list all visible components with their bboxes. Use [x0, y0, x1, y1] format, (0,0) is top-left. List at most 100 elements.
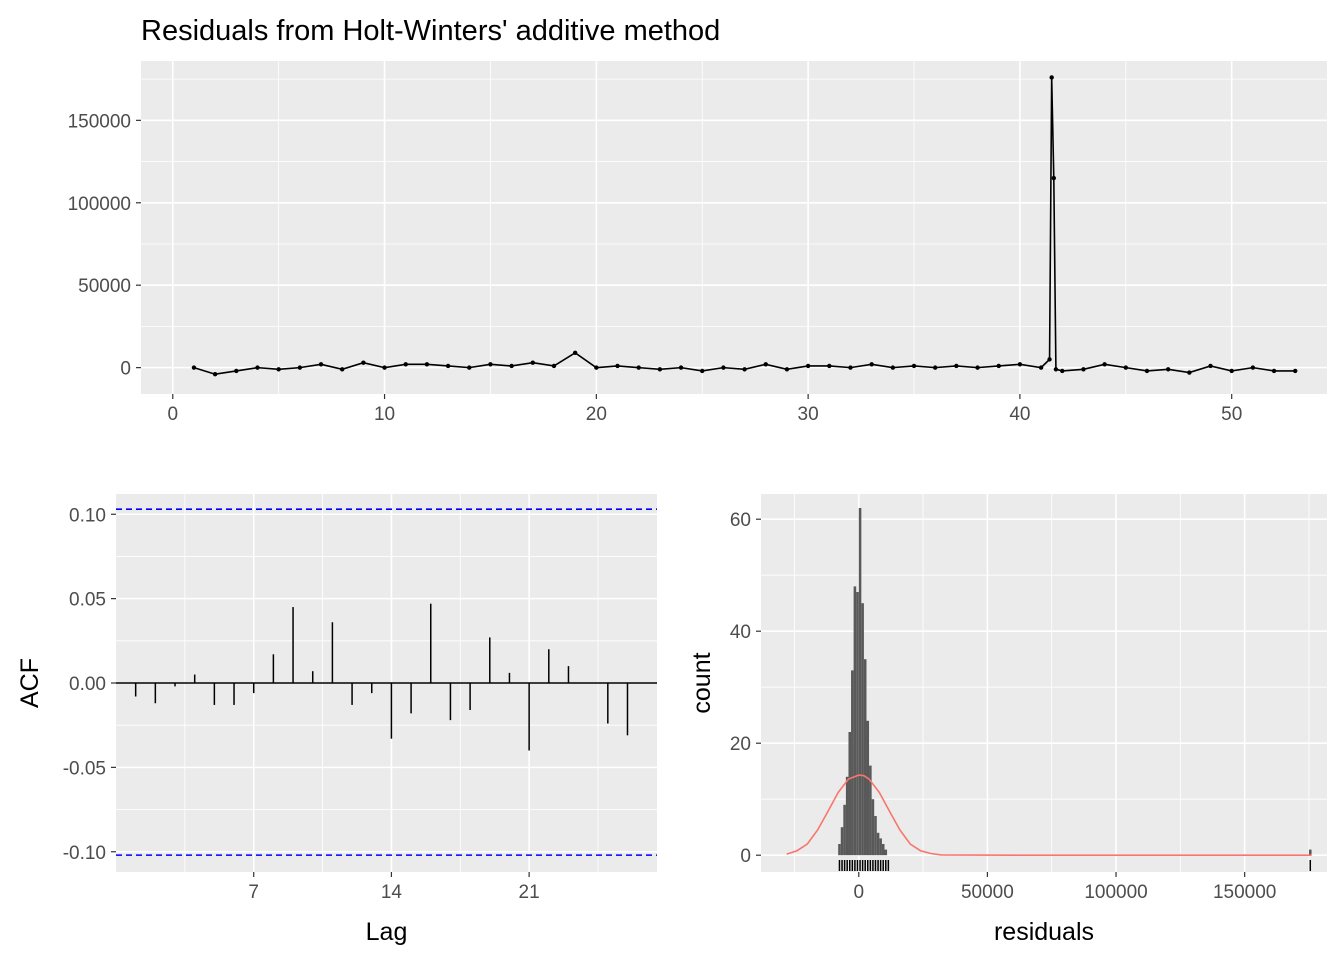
residual-point: [509, 363, 514, 369]
histogram-bar: [871, 799, 875, 856]
histogram-bar: [863, 659, 867, 856]
residual-point: [742, 367, 747, 372]
residual-point: [932, 365, 938, 370]
x-tick-label: 21: [519, 882, 540, 903]
histogram-bar: [879, 838, 882, 856]
y-tick-label: 20: [730, 734, 751, 755]
residual-point: [848, 365, 853, 370]
residual-point: [1038, 365, 1044, 370]
histogram-bar: [851, 670, 854, 856]
residual-point: [488, 362, 493, 367]
acf-x-label: Lag: [366, 918, 408, 946]
x-tick-label: 30: [798, 404, 819, 425]
residual-point: [212, 372, 218, 377]
panel-residuals: [141, 61, 1327, 394]
histogram-bar: [840, 827, 844, 856]
residual-point: [721, 365, 726, 370]
residual-point: [1293, 368, 1298, 374]
y-tick-label: 0.00: [69, 674, 106, 695]
residual-point: [530, 360, 536, 365]
residual-point: [1123, 365, 1129, 370]
y-tick-label: 0.10: [69, 505, 106, 526]
residual-point: [551, 363, 557, 369]
y-tick-label: 50000: [78, 276, 131, 297]
x-tick-label: 150000: [1213, 882, 1276, 903]
y-tick-label: 150000: [68, 111, 131, 132]
y-tick-label: 0: [740, 846, 751, 867]
residual-point: [255, 365, 260, 370]
residual-point: [784, 367, 790, 372]
histogram-x-label: residuals: [994, 918, 1094, 946]
residual-point: [445, 363, 451, 369]
x-tick-label: 50: [1221, 404, 1242, 425]
residual-point: [297, 365, 303, 370]
x-tick-label: 14: [381, 882, 403, 903]
y-tick-label: 0.05: [69, 590, 106, 611]
x-tick-label: 40: [1009, 404, 1030, 425]
histogram-bar: [1308, 849, 1312, 856]
residual-point: [911, 363, 917, 369]
x-tick-label: 0: [167, 404, 178, 425]
residual-point: [1047, 357, 1052, 362]
residual-point: [890, 365, 896, 370]
residual-point: [1060, 368, 1065, 374]
residual-point: [276, 367, 281, 372]
residual-point: [1144, 368, 1150, 374]
histogram-bar: [858, 508, 862, 856]
normal-density-curve: [786, 774, 1312, 857]
histogram-bar: [881, 844, 885, 856]
residual-point: [1165, 367, 1171, 372]
residual-point: [975, 365, 980, 370]
residual-point: [1208, 363, 1213, 369]
residual-point: [700, 368, 705, 374]
acf-y-label: ACF: [16, 658, 44, 708]
x-tick-label: 100000: [1084, 882, 1147, 903]
x-tick-label: 10: [374, 404, 395, 425]
residual-point: [572, 350, 578, 355]
histogram-bar: [845, 776, 849, 856]
histogram-bar: [838, 844, 841, 856]
residual-point: [403, 362, 408, 367]
residual-point: [1102, 362, 1107, 367]
histogram-y-label: count: [688, 652, 716, 713]
y-tick-label: -0.05: [63, 758, 106, 779]
residual-point: [1051, 175, 1056, 181]
residual-point: [657, 367, 663, 372]
residual-point: [1250, 365, 1256, 370]
histogram-bar: [843, 804, 846, 856]
residual-point: [339, 367, 345, 372]
x-tick-label: 20: [586, 404, 607, 425]
residual-point: [467, 365, 472, 370]
residual-point: [615, 363, 620, 369]
residual-point: [1229, 368, 1234, 374]
residual-point: [234, 368, 239, 374]
residual-point: [636, 365, 641, 370]
residual-point: [594, 365, 599, 370]
x-tick-label: 0: [853, 882, 864, 903]
chart-title: Residuals from Holt-Winters' additive me…: [141, 15, 720, 47]
histogram-bar: [876, 832, 880, 856]
residual-point: [763, 362, 768, 367]
histogram-bar: [866, 720, 870, 856]
histogram-bar: [874, 816, 877, 856]
residual-point: [191, 365, 197, 370]
histogram-bar: [884, 849, 888, 856]
y-tick-label: 40: [730, 622, 751, 643]
residual-point: [318, 362, 324, 367]
x-tick-label: 7: [248, 882, 259, 903]
y-tick-label: -0.10: [63, 843, 106, 864]
residual-point: [361, 360, 366, 365]
residual-point: [827, 363, 832, 369]
histogram-bar: [861, 603, 864, 856]
histogram-bar: [848, 732, 852, 856]
histogram-bar: [869, 765, 872, 856]
residual-point: [954, 363, 959, 369]
residual-point: [1053, 367, 1059, 372]
residual-point: [805, 363, 811, 369]
residual-point: [869, 362, 874, 367]
y-tick-label: 100000: [68, 194, 131, 215]
histogram-bar: [853, 586, 857, 856]
y-tick-label: 0: [120, 359, 131, 380]
x-tick-label: 50000: [961, 882, 1014, 903]
